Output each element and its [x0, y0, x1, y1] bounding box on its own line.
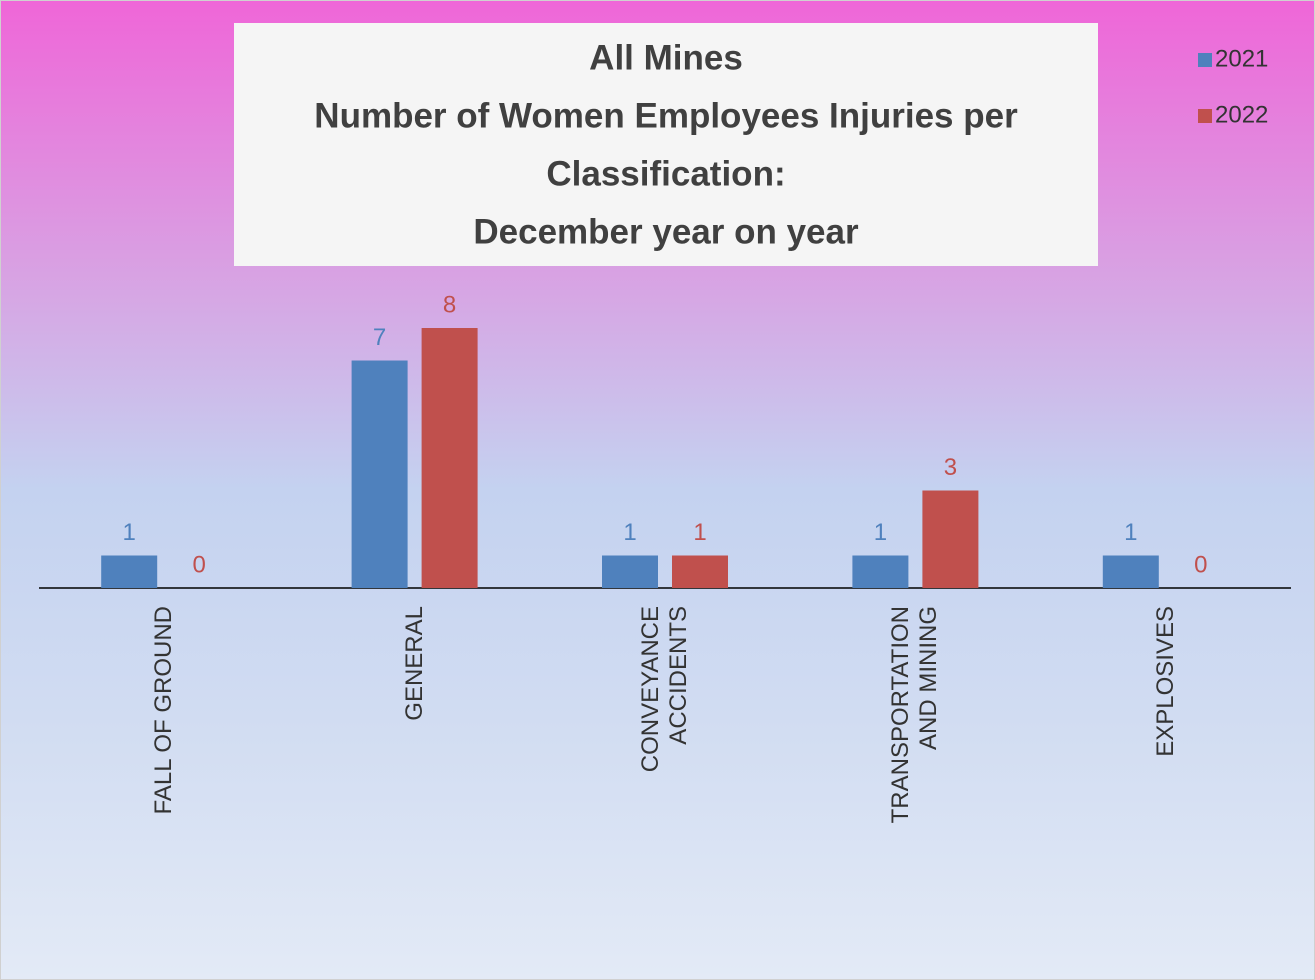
data-label: 7 [373, 324, 386, 351]
data-label: 1 [693, 519, 706, 546]
x-tick-label: EXPLOSIVES [1151, 606, 1179, 757]
data-label: 1 [1124, 519, 1137, 546]
bar [672, 555, 728, 588]
bar [852, 555, 909, 588]
bar [922, 490, 979, 588]
legend-swatch [1198, 109, 1212, 123]
data-label: 1 [123, 519, 136, 546]
chart-title: All Mines [589, 38, 743, 77]
legend-label: 2022 [1215, 101, 1268, 128]
data-label: 1 [874, 519, 887, 546]
x-tick-label: FALL OF GROUND [150, 606, 178, 815]
bar [351, 360, 408, 588]
data-label: 0 [1194, 551, 1207, 578]
bar [602, 555, 658, 588]
title-box [234, 23, 1098, 266]
data-label: 1 [623, 519, 636, 546]
x-tick-label: TRANSPORTATION AND MINING [887, 606, 943, 824]
bar [101, 555, 158, 588]
chart-title: Classification: [546, 154, 785, 193]
x-tick-label: GENERAL [400, 606, 428, 721]
data-label: 8 [443, 291, 456, 318]
legend-swatch [1198, 53, 1212, 67]
data-label: 0 [193, 551, 206, 578]
x-tick-label: CONVEYANCE ACCIDENTS [637, 606, 692, 773]
legend-label: 2021 [1215, 45, 1268, 72]
chart-title: December year on year [473, 212, 859, 251]
bar [421, 328, 478, 588]
bar [1102, 555, 1159, 588]
chart-title: Number of Women Employees Injuries per [314, 96, 1018, 135]
data-label: 3 [944, 454, 957, 481]
